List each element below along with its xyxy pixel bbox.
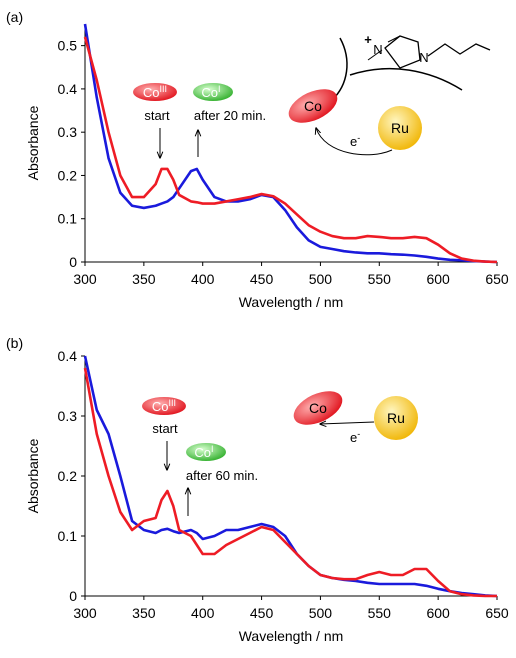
x-tick-label: 650 — [485, 271, 509, 287]
co: Co — [194, 445, 211, 460]
ru-circle — [374, 396, 418, 440]
co: Co — [143, 85, 160, 100]
series-line — [83, 36, 498, 264]
atom: N — [373, 42, 382, 57]
label: Co — [304, 98, 322, 114]
x-axis-label: Wavelength / nm — [239, 628, 344, 644]
x-tick-label: 400 — [191, 605, 215, 621]
y-tick-label: 0 — [69, 254, 77, 270]
x-tick-label: 550 — [368, 605, 392, 621]
series-line — [83, 355, 498, 598]
sup: III — [160, 84, 168, 94]
bond — [387, 35, 401, 43]
x-tick-label: 650 — [485, 605, 509, 621]
y-axis-label: Absorbance — [25, 438, 41, 513]
y-tick-label: 0.3 — [58, 408, 78, 424]
x-tick-label: 300 — [73, 605, 97, 621]
arrow — [320, 422, 375, 424]
sup: I — [218, 84, 221, 94]
x-tick-label: 600 — [426, 605, 450, 621]
y-tick-label: 0 — [69, 588, 77, 604]
x-tick-label: 600 — [426, 271, 450, 287]
label: CoI — [194, 444, 213, 460]
polymer — [331, 37, 348, 101]
co: Co — [152, 399, 169, 414]
label: CoIII — [152, 398, 176, 414]
oval — [133, 83, 177, 101]
oval — [186, 443, 226, 461]
label: e- — [350, 429, 360, 445]
chain — [427, 43, 491, 57]
x-tick-label: 500 — [309, 271, 333, 287]
panel-label: (b) — [6, 335, 23, 351]
annotation: start — [152, 421, 178, 436]
charge: + — [364, 32, 372, 47]
annotation: after 20 min. — [194, 108, 266, 123]
polymer — [349, 67, 463, 91]
sup: - — [357, 133, 360, 143]
annotation: after 60 min. — [186, 468, 258, 483]
label: CoI — [201, 84, 220, 100]
label: e- — [350, 133, 360, 149]
x-tick-label: 400 — [191, 271, 215, 287]
x-tick-label: 500 — [309, 605, 333, 621]
annotation: start — [144, 108, 170, 123]
label: Ru — [387, 410, 405, 426]
y-tick-label: 0.5 — [58, 38, 78, 54]
x-tick-label: 350 — [132, 605, 156, 621]
oval — [142, 397, 186, 415]
y-tick-label: 0.4 — [58, 348, 78, 364]
x-tick-label: 450 — [250, 605, 274, 621]
co-ellipse — [288, 89, 338, 123]
sup: I — [211, 444, 214, 454]
co: Co — [201, 85, 218, 100]
oval — [193, 83, 233, 101]
x-tick-label: 350 — [132, 271, 156, 287]
co-ellipse — [293, 391, 343, 425]
electron: e — [350, 134, 357, 149]
x-axis-label: Wavelength / nm — [239, 294, 344, 310]
bond — [367, 49, 383, 61]
x-tick-label: 300 — [73, 271, 97, 287]
y-tick-label: 0.4 — [58, 81, 78, 97]
atom: N — [419, 50, 428, 65]
y-axis-label: Absorbance — [25, 105, 41, 180]
x-tick-label: 550 — [368, 271, 392, 287]
y-tick-label: 0.3 — [58, 124, 78, 140]
y-tick-label: 0.2 — [58, 167, 78, 183]
ru-circle — [378, 106, 422, 150]
series-line — [83, 23, 498, 264]
y-tick-label: 0.1 — [58, 528, 78, 544]
y-tick-label: 0.1 — [58, 211, 78, 227]
sup: III — [169, 398, 177, 408]
label: Co — [309, 400, 327, 416]
x-tick-label: 450 — [250, 271, 274, 287]
arrow — [316, 128, 393, 156]
y-tick-label: 0.2 — [58, 468, 78, 484]
series-line — [83, 367, 497, 598]
electron: e — [350, 430, 357, 445]
ring — [384, 35, 421, 69]
label: Ru — [391, 120, 409, 136]
sup: - — [357, 429, 360, 439]
panel-label: (a) — [6, 9, 23, 25]
label: CoIII — [143, 84, 167, 100]
